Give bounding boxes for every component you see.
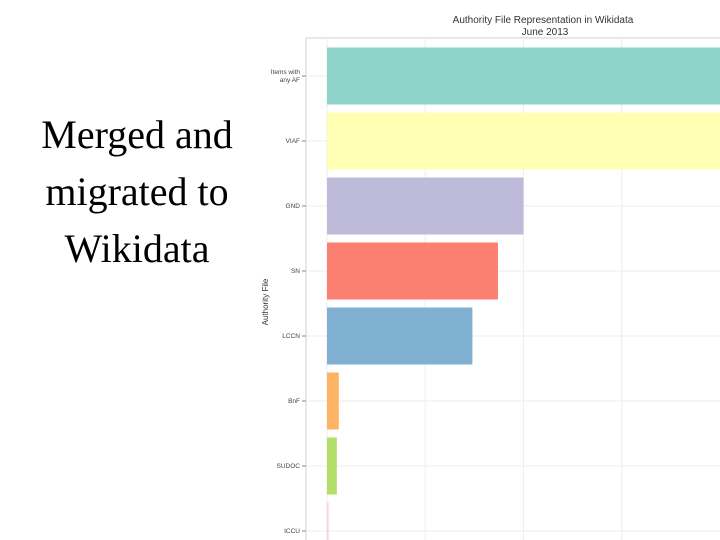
bar-6 [327, 437, 337, 495]
y-tick-label-1: VIAF [286, 138, 300, 145]
y-tick-label-2: GND [286, 203, 301, 210]
y-tick-label-5: BnF [288, 398, 300, 405]
chart-subtitle: June 2013 [522, 27, 569, 38]
bar-1 [327, 112, 720, 170]
slide-title-line-2: migrated to [45, 169, 229, 214]
slide-title-line-3: Wikidata [64, 226, 210, 271]
y-tick-label-6: SUDOC [277, 463, 301, 470]
bar-3 [327, 242, 498, 300]
bar-7 [327, 502, 329, 540]
y-axis-label: Authority File [261, 278, 270, 325]
y-tick-label-0: Items with any AF [271, 69, 301, 84]
bar-2 [327, 177, 524, 235]
bar-0 [327, 47, 720, 105]
chart-title: Authority File Representation in Wikidat… [453, 15, 634, 26]
bar-4 [327, 307, 473, 365]
y-tick-label-4: LCCN [282, 333, 300, 340]
bar-5 [327, 372, 339, 430]
slide-title-line-1: Merged and [41, 112, 233, 157]
slide-title: Merged and migrated to Wikidata [14, 106, 260, 277]
y-tick-label-7: ICCU [284, 528, 300, 535]
y-tick-label-3: SN [291, 268, 300, 275]
